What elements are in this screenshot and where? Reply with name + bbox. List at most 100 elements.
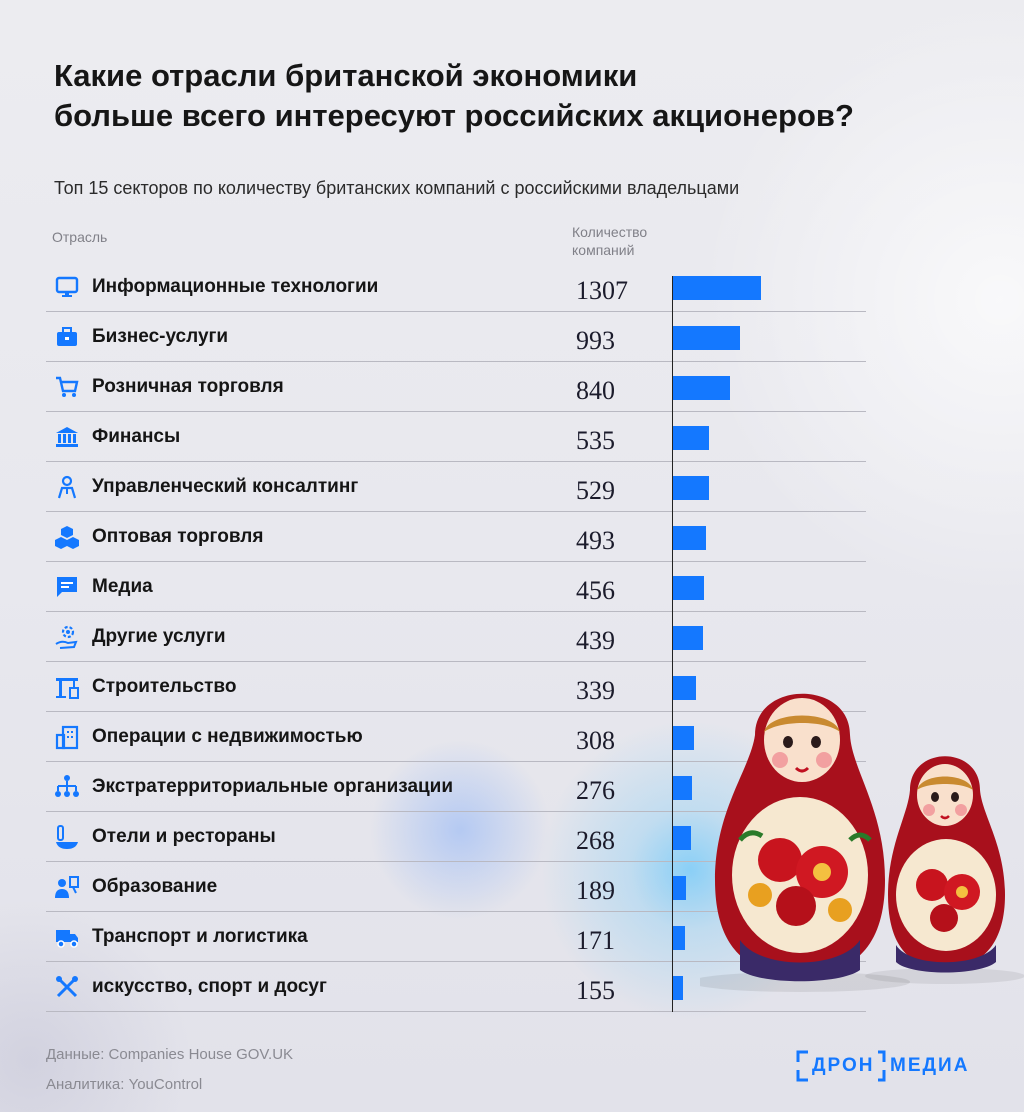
value-label: 189 [576,876,615,905]
category-label: Медиа [92,576,153,597]
row-separator [46,361,866,362]
consultant-icon [54,474,80,500]
category-label: Финансы [92,426,181,447]
row-separator [46,1011,866,1012]
value-label: 456 [576,576,615,605]
value-label: 529 [576,476,615,505]
column-header-count: Количество компаний [572,223,647,259]
bar-axis-line [672,276,673,1012]
logo-brackets-icon [796,1050,886,1082]
row-separator [46,961,866,962]
row-separator [46,811,866,812]
footer-analytics: Аналитика: YouControl [46,1076,203,1093]
value-label: 439 [576,626,615,655]
bar [673,526,706,550]
row-separator [46,911,866,912]
truck-icon [54,924,80,950]
chart-row: Отели и рестораны 268 [46,812,866,862]
bank-icon [54,424,80,450]
matryoshka-dolls-image [700,693,1024,992]
row-separator [46,511,866,512]
monitor-icon [54,274,80,300]
category-label: Образование [92,876,218,897]
row-separator [46,861,866,862]
teacher-icon [54,874,80,900]
value-label: 1307 [576,276,628,305]
bar [673,326,740,350]
chart-row: искусство, спорт и досуг 155 [46,962,866,1012]
bar [673,676,696,700]
row-separator [46,561,866,562]
bar [673,826,691,850]
value-label: 535 [576,426,615,455]
chart-row: Медиа 456 [46,562,866,612]
chart-row: Финансы 535 [46,412,866,462]
category-label: Строительство [92,676,237,697]
bar [673,876,686,900]
value-label: 840 [576,376,615,405]
row-separator [46,461,866,462]
bar [673,476,709,500]
bar [673,726,694,750]
bar [673,576,704,600]
shopping-cart-icon [54,374,80,400]
briefcase-icon [54,324,80,350]
value-label: 339 [576,676,615,705]
row-separator [46,611,866,612]
logo-text-dron: ДРОН [812,1055,875,1076]
chart-row: Управленческий консалтинг 529 [46,462,866,512]
category-label: Транспорт и логистика [92,926,308,947]
page-title: Какие отрасли британской экономики больш… [54,56,994,136]
chart-row: Образование 189 [46,862,866,912]
chart-row: Строительство 339 [46,662,866,712]
logo-text-media: МЕДИА [890,1055,970,1076]
buildings-icon [54,724,80,750]
value-label: 171 [576,926,615,955]
chart-row: Розничная торговля 840 [46,362,866,412]
category-label: искусство, спорт и досуг [92,976,327,997]
title-line-1: Какие отрасли британской экономики [54,58,638,93]
category-label: Экстратерриториальные организации [92,776,454,797]
category-label: Другие услуги [92,626,226,647]
dining-icon [54,824,80,850]
row-separator [46,761,866,762]
bar [673,426,709,450]
category-label: Операции с недвижимостью [92,726,363,747]
boxes-icon [54,524,80,550]
bar [673,376,730,400]
org-chart-icon [54,774,80,800]
column-header-count-line-2: компаний [572,242,635,258]
row-separator [46,661,866,662]
chart-row: Транспорт и логистика 171 [46,912,866,962]
value-label: 993 [576,326,615,355]
value-label: 308 [576,726,615,755]
bar [673,926,685,950]
chart-row: Бизнес-услуги 993 [46,312,866,362]
bar [673,776,692,800]
crane-icon [54,674,80,700]
chart-row: Другие услуги 439 [46,612,866,662]
row-separator [46,711,866,712]
row-separator [46,311,866,312]
category-label: Управленческий консалтинг [92,476,359,497]
chart-row: Оптовая торговля 493 [46,512,866,562]
gear-hand-icon [54,624,80,650]
category-label: Розничная торговля [92,376,284,397]
chart-row: Операции с недвижимостью 308 [46,712,866,762]
column-header-count-line-1: Количество [572,224,648,240]
category-label: Отели и рестораны [92,826,276,847]
footer-source: Данные: Companies House GOV.UK [46,1046,294,1063]
bar [673,276,761,300]
bar [673,976,683,1000]
chart-subtitle: Топ 15 секторов по количеству британских… [54,178,740,198]
value-label: 276 [576,776,615,805]
value-label: 493 [576,526,615,555]
bar [673,626,703,650]
title-line-2: больше всего интересуют российских акцио… [54,98,854,133]
sports-icon [54,974,80,1000]
row-separator [46,411,866,412]
value-label: 155 [576,976,615,1005]
category-label: Бизнес-услуги [92,326,229,347]
chat-icon [54,574,80,600]
